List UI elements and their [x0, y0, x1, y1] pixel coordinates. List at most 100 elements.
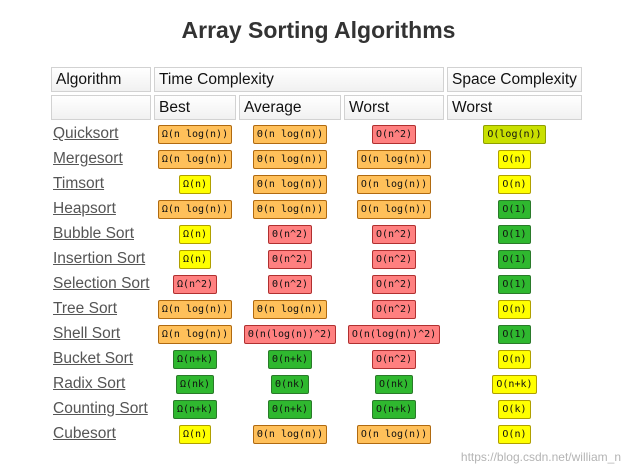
- worst-complexity-badge: O(n+k): [371, 400, 417, 419]
- algorithm-link[interactable]: Counting Sort: [53, 400, 148, 417]
- average-complexity-cell: Θ(n+k): [239, 398, 341, 420]
- algorithm-cell: Tree Sort: [51, 298, 151, 320]
- table-row: Shell Sort Ω(n log(n)) Θ(n(log(n))^2) O(n(l…: [51, 323, 582, 345]
- space-complexity-badge: O(1): [498, 275, 531, 294]
- space-complexity-cell: O(1): [447, 223, 582, 245]
- space-complexity-cell: O(n): [447, 148, 582, 170]
- space-complexity-badge: O(1): [498, 225, 531, 244]
- space-complexity-cell: O(1): [447, 248, 582, 270]
- average-complexity-badge: Θ(nk): [270, 375, 310, 394]
- worst-complexity-badge: O(n^2): [371, 350, 417, 369]
- space-complexity-badge: O(n): [498, 350, 531, 369]
- space-complexity-badge: O(n): [498, 425, 531, 444]
- algorithm-link[interactable]: Mergesort: [53, 150, 123, 167]
- algorithm-cell: Radix Sort: [51, 373, 151, 395]
- table-row: Bucket Sort Ω(n+k) Θ(n+k) O(n^2) O(n): [51, 348, 582, 370]
- best-complexity-badge: Ω(n): [178, 175, 212, 194]
- worst-complexity-badge: O(n log(n)): [356, 175, 432, 194]
- best-complexity-badge: Ω(n): [178, 250, 212, 269]
- space-complexity-cell: O(1): [447, 323, 582, 345]
- table-row: Timsort Ω(n) Θ(n log(n)) O(n log(n)) O(n): [51, 173, 582, 195]
- average-complexity-cell: Θ(n log(n)): [239, 173, 341, 195]
- algorithm-link[interactable]: Insertion Sort: [53, 250, 146, 267]
- best-complexity-badge: Ω(n log(n)): [157, 150, 233, 169]
- algorithm-link[interactable]: Bubble Sort: [53, 225, 134, 242]
- average-complexity-badge: Θ(n^2): [267, 275, 313, 294]
- algorithm-cell: Timsort: [51, 173, 151, 195]
- best-complexity-cell: Ω(n log(n)): [154, 198, 236, 220]
- best-complexity-badge: Ω(n+k): [172, 350, 218, 369]
- best-complexity-badge: Ω(n log(n)): [157, 325, 233, 344]
- worst-complexity-cell: O(n^2): [344, 248, 444, 270]
- algorithm-cell: Insertion Sort: [51, 248, 151, 270]
- header-row-top: Algorithm Time Complexity Space Complexi…: [51, 67, 582, 92]
- space-complexity-badge: O(1): [498, 200, 531, 219]
- space-complexity-badge: O(n): [498, 175, 531, 194]
- table-row: Insertion Sort Ω(n) Θ(n^2) O(n^2) O(1): [51, 248, 582, 270]
- best-complexity-cell: Ω(n log(n)): [154, 298, 236, 320]
- average-complexity-badge: Θ(n^2): [267, 225, 313, 244]
- worst-complexity-badge: O(n^2): [371, 125, 417, 144]
- watermark: https://blog.csdn.net/william_n: [460, 450, 621, 464]
- page-title: Array Sorting Algorithms: [181, 17, 456, 43]
- space-complexity-badge: O(1): [498, 325, 531, 344]
- worst-complexity-badge: O(n^2): [371, 225, 417, 244]
- algorithm-link[interactable]: Quicksort: [53, 125, 119, 142]
- average-complexity-badge: Θ(n log(n)): [252, 200, 328, 219]
- table-row: Counting Sort Ω(n+k) Θ(n+k) O(n+k) O(k): [51, 398, 582, 420]
- space-complexity-badge: O(n): [498, 150, 531, 169]
- algorithm-link[interactable]: Selection Sort: [53, 275, 150, 292]
- algorithm-cell: Mergesort: [51, 148, 151, 170]
- space-complexity-badge: O(k): [498, 400, 531, 419]
- space-complexity-badge: O(n+k): [492, 375, 537, 394]
- average-complexity-badge: Θ(n log(n)): [252, 150, 328, 169]
- space-complexity-cell: O(n+k): [447, 373, 582, 395]
- average-complexity-cell: Θ(n^2): [239, 223, 341, 245]
- worst-complexity-cell: O(n^2): [344, 298, 444, 320]
- space-complexity-cell: O(1): [447, 273, 582, 295]
- best-complexity-cell: Ω(n): [154, 223, 236, 245]
- algorithm-cell: Counting Sort: [51, 398, 151, 420]
- average-complexity-badge: Θ(n log(n)): [252, 175, 328, 194]
- table-row: Cubesort Ω(n) Θ(n log(n)) O(n log(n)) O(n): [51, 423, 582, 445]
- header-average: Average: [239, 95, 341, 120]
- space-complexity-cell: O(n): [447, 348, 582, 370]
- worst-complexity-badge: O(n log(n)): [356, 425, 432, 444]
- algorithm-link[interactable]: Tree Sort: [53, 300, 118, 317]
- worst-complexity-badge: O(n^2): [371, 275, 417, 294]
- space-complexity-cell: O(n): [447, 423, 582, 445]
- worst-complexity-cell: O(n log(n)): [344, 173, 444, 195]
- average-complexity-cell: Θ(n(log(n))^2): [239, 323, 341, 345]
- table-row: Bubble Sort Ω(n) Θ(n^2) O(n^2) O(1): [51, 223, 582, 245]
- algorithm-cell: Bubble Sort: [51, 223, 151, 245]
- header-best: Best: [154, 95, 236, 120]
- best-complexity-cell: Ω(n log(n)): [154, 148, 236, 170]
- header-row-sub: Best Average Worst Worst: [51, 95, 582, 120]
- worst-complexity-cell: O(n+k): [344, 398, 444, 420]
- algorithm-link[interactable]: Timsort: [53, 175, 105, 192]
- algorithm-link[interactable]: Shell Sort: [53, 325, 121, 342]
- space-complexity-cell: O(n): [447, 173, 582, 195]
- average-complexity-badge: Θ(n log(n)): [252, 125, 328, 144]
- header-empty: [51, 95, 151, 120]
- average-complexity-cell: Θ(n log(n)): [239, 298, 341, 320]
- table-body: Quicksort Ω(n log(n)) Θ(n log(n)) O(n^2) O(l…: [51, 123, 582, 445]
- worst-complexity-cell: O(n^2): [344, 223, 444, 245]
- algorithm-cell: Quicksort: [51, 123, 151, 145]
- worst-complexity-badge: O(n^2): [371, 250, 417, 269]
- algorithm-link[interactable]: Heapsort: [53, 200, 116, 217]
- best-complexity-cell: Ω(n+k): [154, 348, 236, 370]
- algorithm-link[interactable]: Radix Sort: [53, 375, 126, 392]
- average-complexity-cell: Θ(n log(n)): [239, 198, 341, 220]
- table-row: Selection Sort Ω(n^2) Θ(n^2) O(n^2) O(1): [51, 273, 582, 295]
- average-complexity-badge: Θ(n(log(n))^2): [243, 325, 337, 344]
- average-complexity-badge: Θ(n+k): [267, 400, 313, 419]
- table-row: Heapsort Ω(n log(n)) Θ(n log(n)) O(n log(n)…: [51, 198, 582, 220]
- algorithm-link[interactable]: Cubesort: [53, 425, 116, 442]
- worst-complexity-cell: O(n log(n)): [344, 148, 444, 170]
- worst-complexity-badge: O(n log(n)): [356, 150, 432, 169]
- worst-complexity-badge: O(n(log(n))^2): [347, 325, 441, 344]
- best-complexity-cell: Ω(n^2): [154, 273, 236, 295]
- best-complexity-cell: Ω(n): [154, 423, 236, 445]
- algorithm-link[interactable]: Bucket Sort: [53, 350, 134, 367]
